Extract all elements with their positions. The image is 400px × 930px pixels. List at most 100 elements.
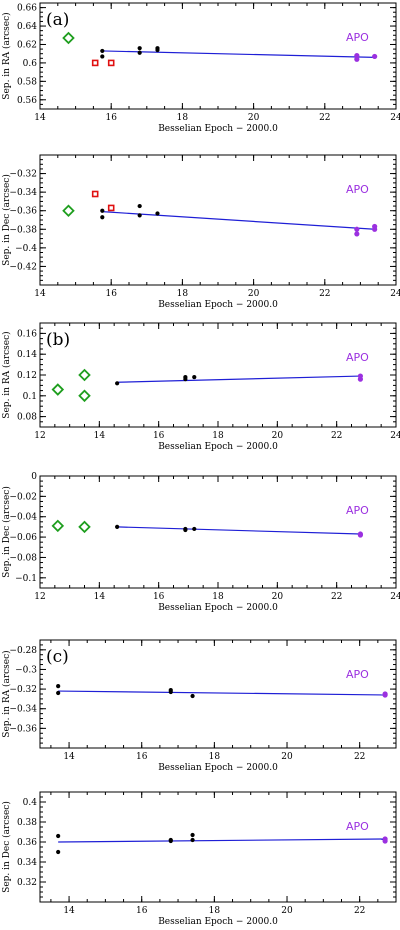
fit-line xyxy=(117,375,361,383)
fit-line xyxy=(58,690,386,696)
y-axis-label: Sep. in Dec (arcsec) xyxy=(1,486,12,578)
panel-c-ra: 14 16 18 20 22 −0.36 −0.34 −0.32 −0.3 −0.28 Bessel… xyxy=(1,639,397,773)
apo-annotation: APO xyxy=(346,351,369,364)
y-tick-label: 0.56 xyxy=(17,96,37,106)
apo-point xyxy=(372,53,378,60)
x-tick-label: 14 xyxy=(94,431,106,441)
y-tick-label: 0.64 xyxy=(17,22,37,32)
x-axis-label: Besselian Epoch − 2000.0 xyxy=(158,442,278,452)
x-tick-label: 24 xyxy=(390,431,400,441)
diamond-point xyxy=(78,368,91,382)
x-tick-label: 18 xyxy=(212,431,224,441)
x-tick-label: 22 xyxy=(319,113,330,123)
y-axis-label: Sep. in Dec (arcsec) xyxy=(1,801,12,893)
data-point xyxy=(100,208,105,213)
x-tick-label: 16 xyxy=(105,113,117,123)
square-point xyxy=(107,59,115,67)
x-tick-label: 12 xyxy=(34,592,45,602)
y-tick-label: −0.06 xyxy=(9,533,37,543)
data-point xyxy=(100,54,105,59)
y-tick-label: 0.34 xyxy=(17,858,37,868)
diamond-point xyxy=(51,519,65,533)
apo-point xyxy=(357,376,363,382)
data-point xyxy=(192,526,197,532)
data-point xyxy=(56,690,61,696)
y-tick-label: 0.16 xyxy=(17,329,37,339)
x-tick-label: 16 xyxy=(136,906,148,916)
data-point xyxy=(183,527,188,533)
y-tick-label: −0.28 xyxy=(9,646,37,656)
fit-line xyxy=(102,211,375,230)
x-tick-label: 18 xyxy=(177,289,189,299)
x-tick-label: 14 xyxy=(34,289,46,299)
apo-annotation: APO xyxy=(346,820,369,833)
apo-point xyxy=(354,56,360,62)
y-tick-label: 0 xyxy=(31,472,37,482)
data-point xyxy=(137,203,142,209)
x-tick-label: 22 xyxy=(354,752,365,762)
diamond-point xyxy=(51,383,65,396)
diamond-point xyxy=(62,31,75,45)
x-axis-label: Besselian Epoch − 2000.0 xyxy=(158,917,278,927)
x-tick-label: 24 xyxy=(390,289,400,299)
x-tick-label: 18 xyxy=(209,906,221,916)
plot-frame xyxy=(39,322,397,428)
diamond-point xyxy=(62,204,75,217)
data-point xyxy=(137,46,142,51)
x-tick-label: 18 xyxy=(212,592,224,602)
x-axis-label: Besselian Epoch − 2000.0 xyxy=(158,300,278,310)
apo-point xyxy=(354,226,360,232)
data-point xyxy=(137,50,142,55)
data-point xyxy=(168,838,173,844)
fit-line xyxy=(58,838,386,843)
x-tick-label: 18 xyxy=(209,752,221,762)
apo-annotation: APO xyxy=(346,504,369,517)
fit-line xyxy=(102,50,375,58)
x-tick-label: 20 xyxy=(281,906,293,916)
y-tick-label: 0.62 xyxy=(17,40,37,50)
data-point xyxy=(56,849,61,855)
y-axis-label: Sep. in RA (arcsec) xyxy=(1,12,12,99)
x-tick-label: 24 xyxy=(390,592,400,602)
y-tick-label: −0.32 xyxy=(9,170,37,180)
y-tick-label: 0.58 xyxy=(17,77,37,87)
x-tick-label: 14 xyxy=(63,906,75,916)
apo-point xyxy=(382,838,388,844)
y-tick-label: −0.04 xyxy=(9,513,37,523)
data-point xyxy=(183,377,188,382)
y-tick-label: −0.36 xyxy=(9,724,37,734)
y-tick-label: −0.34 xyxy=(9,188,37,198)
data-point xyxy=(100,48,105,54)
y-tick-label: −0.3 xyxy=(15,665,37,675)
diamond-point xyxy=(78,389,91,403)
plot-frame xyxy=(39,475,397,589)
y-tick-label: −0.34 xyxy=(9,705,37,715)
x-tick-label: 20 xyxy=(272,431,284,441)
x-tick-label: 20 xyxy=(248,289,260,299)
y-tick-label: −0.08 xyxy=(9,553,37,563)
apo-point xyxy=(357,532,363,538)
data-point xyxy=(56,684,61,689)
y-tick-label: −0.02 xyxy=(9,492,37,502)
apo-annotation: APO xyxy=(346,31,369,44)
y-tick-label: 0.36 xyxy=(17,838,37,848)
data-point xyxy=(190,837,195,843)
y-tick-label: −0.38 xyxy=(9,225,37,235)
square-point xyxy=(91,190,99,198)
panel-b-ra: 12 14 16 18 20 22 24 0.08 0.1 0.12 0.14 0.16 Besseli… xyxy=(1,322,400,452)
data-point xyxy=(155,47,160,53)
y-tick-label: 0.4 xyxy=(23,798,38,808)
y-tick-label: −0.32 xyxy=(9,685,37,695)
data-point xyxy=(192,374,197,380)
panel-c-dec: 14 16 18 20 22 0.32 0.34 0.36 0.38 0.4 Besselian E… xyxy=(1,791,397,927)
y-tick-label: 0.1 xyxy=(23,392,37,402)
x-tick-label: 16 xyxy=(153,431,165,441)
x-tick-label: 14 xyxy=(94,592,106,602)
y-tick-label: 0.66 xyxy=(17,4,37,14)
y-tick-label: −0.4 xyxy=(15,244,37,254)
data-point xyxy=(56,833,61,839)
x-tick-label: 16 xyxy=(153,592,165,602)
apo-point xyxy=(372,226,378,232)
diamond-point xyxy=(78,520,91,534)
x-tick-label: 20 xyxy=(281,752,293,762)
